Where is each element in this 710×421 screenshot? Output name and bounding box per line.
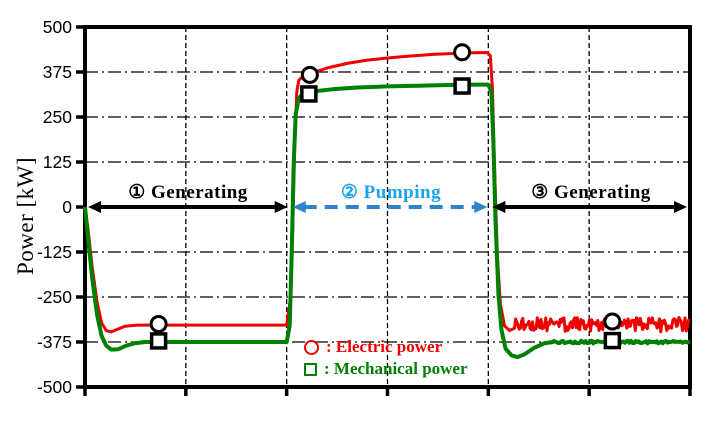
y-axis-title: Power [kW]	[13, 156, 38, 276]
mechanical-power-marker	[453, 77, 471, 95]
y-tick-label: -125	[37, 242, 72, 262]
y-tick-label: 250	[43, 107, 72, 127]
mechanical-power-marker	[603, 331, 622, 350]
phase-label-generating-1: ① Generating	[128, 182, 248, 203]
legend-row-mechanical: : Mechanical power	[304, 358, 468, 380]
mechanical-power-marker	[149, 332, 168, 350]
phase-arrow-1-right-head	[274, 201, 288, 213]
legend-electric-label: : Electric power	[326, 337, 443, 356]
y-tick-label: -250	[37, 287, 72, 307]
y-tick-label: -375	[37, 332, 72, 352]
phase-arrow-3-left-head	[492, 201, 506, 213]
electric-power-marker	[149, 315, 168, 333]
y-tick-label: 125	[43, 152, 72, 172]
electric-power-marker	[453, 43, 472, 62]
legend-mechanical-label: : Mechanical power	[324, 359, 468, 378]
y-tick-label: 0	[62, 197, 72, 217]
electric-power-marker-icon	[304, 339, 319, 355]
phase-arrow-2-right-head	[474, 201, 488, 213]
phase-label-generating-2: ③ Generating	[531, 182, 651, 203]
y-tick-label: -500	[37, 377, 72, 397]
phase-label-pumping: ② Pumping	[340, 182, 442, 203]
mechanical-power-marker	[300, 85, 318, 103]
legend: : Electric power : Mechanical power	[304, 336, 468, 380]
legend-row-electric: : Electric power	[304, 336, 468, 358]
phase-arrow-1-left-head	[88, 201, 102, 213]
y-tick-label: 500	[43, 17, 72, 37]
phase-arrow-2-left-head	[292, 201, 306, 213]
electric-power-marker	[603, 312, 622, 331]
phase-arrow-3-right-head	[673, 201, 687, 213]
electric-power-marker	[300, 65, 319, 84]
y-tick-label: 375	[43, 62, 72, 82]
mechanical-power-curve	[83, 82, 691, 360]
mechanical-power-marker-icon	[304, 362, 317, 376]
